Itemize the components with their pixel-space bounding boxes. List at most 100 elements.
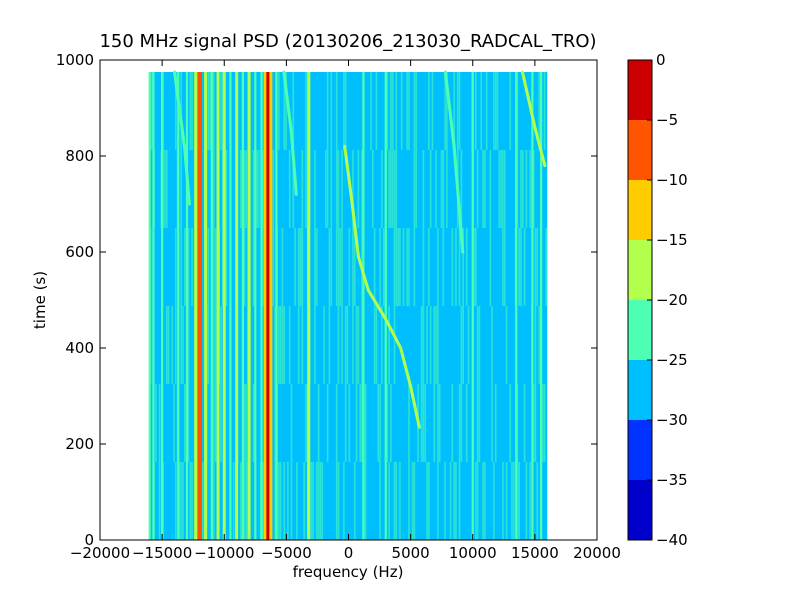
x-tick-label: 0 bbox=[344, 544, 354, 562]
noise-cell bbox=[337, 306, 340, 384]
noise-cell bbox=[482, 462, 484, 540]
noise-cell bbox=[370, 72, 372, 150]
noise-cell bbox=[252, 228, 255, 306]
colorbar-tick-label: −25 bbox=[656, 351, 688, 369]
noise-cell bbox=[352, 228, 354, 306]
noise-cell bbox=[391, 150, 394, 228]
features-layer bbox=[148, 70, 547, 540]
noise-cell bbox=[225, 228, 228, 306]
noise-cell bbox=[444, 72, 446, 150]
noise-cell bbox=[525, 150, 528, 228]
noise-cell bbox=[182, 306, 184, 384]
noise-cell bbox=[413, 72, 416, 150]
noise-cell bbox=[180, 150, 183, 228]
noise-cell bbox=[489, 228, 492, 306]
noise-cell bbox=[220, 384, 222, 462]
noise-cell bbox=[357, 150, 360, 228]
colorbar-tick-label: −15 bbox=[656, 231, 688, 249]
noise-cell bbox=[493, 72, 495, 150]
noise-cell bbox=[330, 228, 333, 306]
noise-cell bbox=[180, 306, 183, 384]
noise-cell bbox=[274, 306, 277, 384]
noise-cell bbox=[424, 384, 427, 462]
spectral-line bbox=[254, 72, 257, 540]
noise-cell bbox=[187, 228, 190, 306]
y-tick-label: 800 bbox=[65, 147, 94, 165]
noise-cell bbox=[184, 384, 186, 462]
noise-cell bbox=[428, 72, 430, 150]
noise-cell bbox=[305, 150, 307, 228]
noise-cell bbox=[352, 306, 354, 384]
x-axis-label: frequency (Hz) bbox=[293, 563, 404, 581]
noise-cell bbox=[207, 228, 210, 306]
noise-cell bbox=[371, 150, 374, 228]
noise-cell bbox=[505, 306, 508, 384]
drift-track bbox=[343, 144, 421, 429]
noise-cell bbox=[220, 72, 222, 150]
noise-cell bbox=[240, 150, 242, 228]
noise-cell bbox=[337, 150, 340, 228]
noise-cell bbox=[543, 72, 546, 150]
noise-cell bbox=[453, 462, 455, 540]
spectral-line bbox=[247, 72, 251, 540]
noise-cell bbox=[243, 228, 246, 306]
noise-cell bbox=[442, 150, 445, 228]
noise-cell bbox=[390, 384, 392, 462]
noise-cell bbox=[337, 462, 340, 540]
noise-cell bbox=[395, 228, 398, 306]
noise-cell bbox=[335, 150, 338, 228]
noise-cell bbox=[458, 384, 461, 462]
noise-cell bbox=[243, 384, 246, 462]
noise-cell bbox=[283, 306, 286, 384]
noise-cell bbox=[485, 72, 488, 150]
spectral-line bbox=[241, 72, 244, 540]
noise-cell bbox=[465, 228, 468, 306]
noise-cell bbox=[467, 306, 470, 384]
colorbar-tick-label: −30 bbox=[656, 411, 688, 429]
chart-title: 150 MHz signal PSD (20130206_213030_RADC… bbox=[99, 31, 596, 52]
noise-cell bbox=[278, 72, 280, 150]
noise-cell bbox=[319, 462, 322, 540]
noise-cell bbox=[245, 384, 248, 462]
x-tick-label: −20000 bbox=[70, 544, 130, 562]
heatmap-layer bbox=[149, 72, 548, 540]
noise-cell bbox=[348, 384, 351, 462]
noise-cell bbox=[290, 384, 293, 462]
noise-cell bbox=[379, 228, 381, 306]
noise-cell bbox=[442, 228, 445, 306]
noise-cell bbox=[225, 150, 228, 228]
noise-cell bbox=[476, 384, 479, 462]
noise-cell bbox=[314, 150, 316, 228]
noise-cell bbox=[158, 462, 161, 540]
noise-cell bbox=[288, 306, 291, 384]
noise-cell bbox=[294, 228, 296, 306]
drift-track bbox=[443, 70, 465, 254]
noise-cell bbox=[355, 306, 358, 384]
noise-cell bbox=[337, 228, 340, 306]
noise-cell bbox=[446, 72, 448, 150]
spectral-line bbox=[235, 72, 239, 540]
spectral-line bbox=[515, 72, 518, 540]
noise-cell bbox=[191, 462, 193, 540]
noise-cell bbox=[437, 306, 439, 384]
noise-cell bbox=[440, 150, 443, 228]
noise-cell bbox=[408, 384, 410, 462]
colorbar-band bbox=[628, 120, 652, 180]
noise-cell bbox=[435, 306, 437, 384]
noise-cell bbox=[212, 384, 215, 462]
noise-cell bbox=[390, 72, 392, 150]
noise-cell bbox=[437, 228, 439, 306]
noise-cell bbox=[502, 462, 504, 540]
spectral-line bbox=[161, 72, 164, 540]
noise-cell bbox=[207, 72, 210, 150]
noise-cell bbox=[279, 462, 282, 540]
noise-cell bbox=[243, 150, 246, 228]
colorbar-tick-label: −40 bbox=[656, 531, 688, 549]
noise-cell bbox=[460, 384, 463, 462]
noise-cell bbox=[529, 462, 531, 540]
noise-cell bbox=[326, 72, 329, 150]
noise-cell bbox=[395, 72, 398, 150]
y-tick-label: 1000 bbox=[56, 51, 94, 69]
colorbar-tick-label: −5 bbox=[656, 111, 678, 129]
